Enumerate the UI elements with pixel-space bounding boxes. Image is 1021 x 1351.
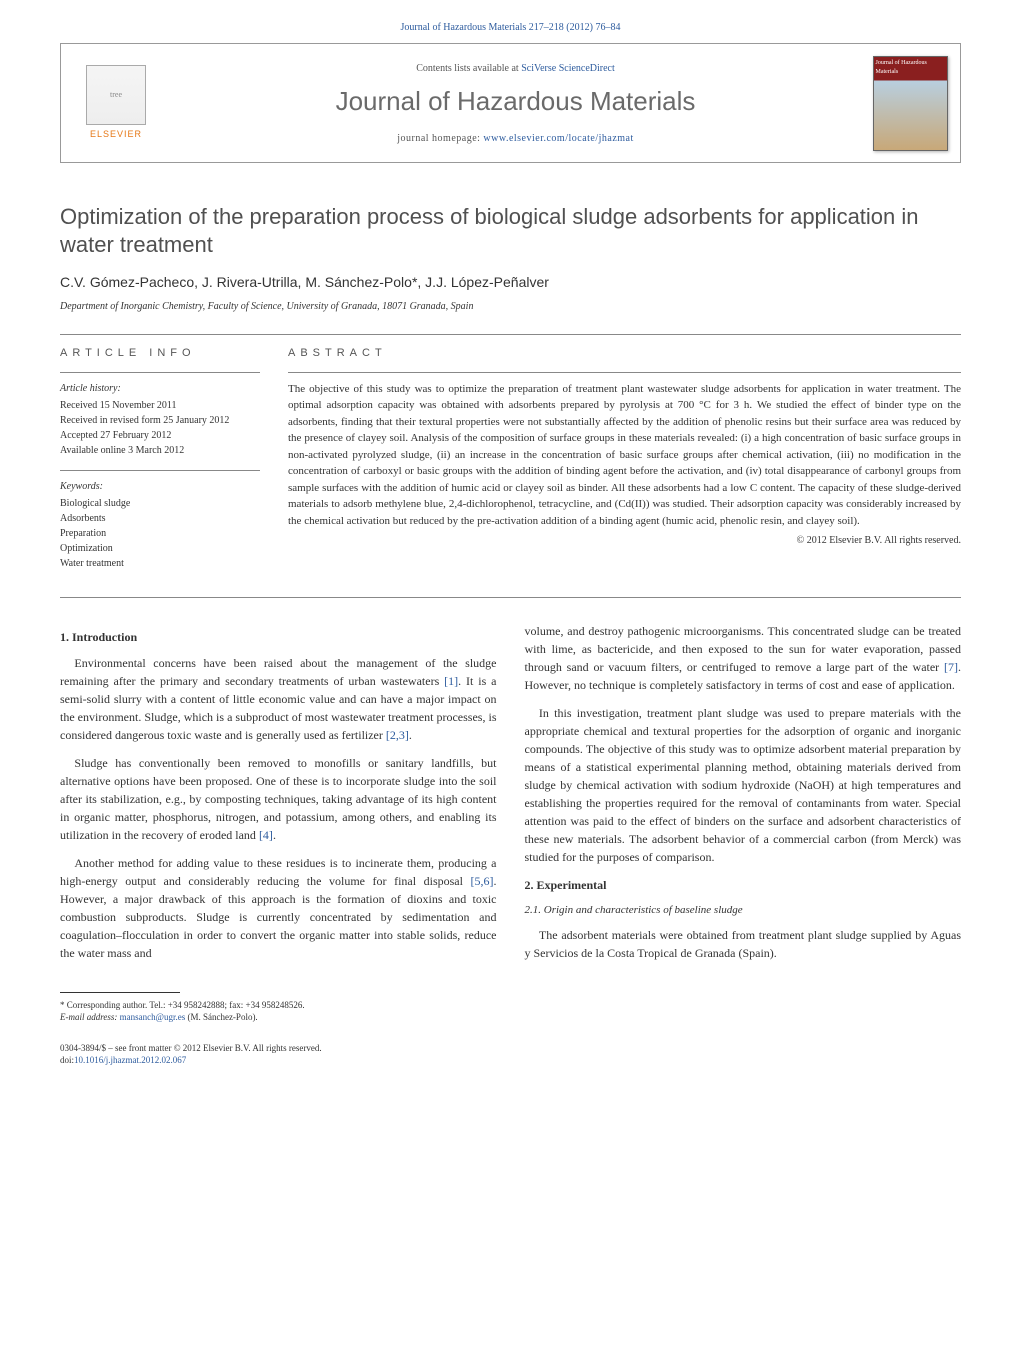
subsection-heading-2-1: 2.1. Origin and characteristics of basel… (525, 902, 962, 919)
info-divider-2 (60, 470, 260, 471)
footnote-email-tail: (M. Sánchez-Polo). (185, 1012, 257, 1022)
col2-paragraph-2: In this investigation, treatment plant s… (525, 704, 962, 866)
elsevier-tree-icon: tree (86, 65, 146, 125)
ref-link-1[interactable]: [1] (444, 674, 458, 688)
keyword: Adsorbents (60, 511, 260, 526)
doi-link[interactable]: 10.1016/j.jhazmat.2012.02.067 (74, 1055, 186, 1065)
intro-paragraph-1: Environmental concerns have been raised … (60, 654, 497, 744)
journal-header-box: tree ELSEVIER Contents lists available a… (60, 43, 961, 163)
section-heading-intro: 1. Introduction (60, 628, 497, 646)
intro-paragraph-2: Sludge has conventionally been removed t… (60, 754, 497, 844)
footnote-email-link[interactable]: mansanch@ugr.es (120, 1012, 186, 1022)
history-online: Available online 3 March 2012 (60, 443, 260, 458)
authors-line: C.V. Gómez-Pacheco, J. Rivera-Utrilla, M… (60, 272, 961, 293)
journal-citation-link[interactable]: Journal of Hazardous Materials 217–218 (… (401, 22, 621, 33)
experimental-paragraph-1: The adsorbent materials were obtained fr… (525, 926, 962, 962)
affiliation: Department of Inorganic Chemistry, Facul… (60, 299, 961, 314)
journal-cover-area: Journal of Hazardous Materials (860, 44, 960, 162)
elsevier-logo[interactable]: tree ELSEVIER (76, 58, 156, 148)
sciencedirect-link[interactable]: SciVerse ScienceDirect (521, 63, 615, 74)
doi-prefix: doi: (60, 1055, 74, 1065)
c2p1a: volume, and destroy pathogenic microorga… (525, 624, 962, 674)
p3a: Another method for adding value to these… (60, 856, 497, 888)
keywords-head: Keywords: (60, 479, 260, 494)
homepage-prefix: journal homepage: (397, 133, 483, 144)
keyword: Water treatment (60, 556, 260, 571)
info-abstract-row: ARTICLE INFO Article history: Received 1… (60, 345, 961, 583)
exp-p1: The adsorbent materials were obtained fr… (525, 928, 962, 960)
journal-title: Journal of Hazardous Materials (336, 82, 696, 121)
article-info-label: ARTICLE INFO (60, 345, 260, 362)
homepage-line: journal homepage: www.elsevier.com/locat… (397, 131, 634, 146)
homepage-link[interactable]: www.elsevier.com/locate/jhazmat (483, 133, 633, 144)
doi-block: 0304-3894/$ – see front matter © 2012 El… (60, 1042, 497, 1067)
ref-link-23[interactable]: [2,3] (386, 728, 409, 742)
col2-paragraph-1: volume, and destroy pathogenic microorga… (525, 622, 962, 694)
publisher-logo-area: tree ELSEVIER (61, 44, 171, 162)
body-column-left: 1. Introduction Environmental concerns h… (60, 622, 497, 1067)
footnote-corresponding: Corresponding author. Tel.: +34 95824288… (67, 1000, 305, 1010)
abstract-copyright: © 2012 Elsevier B.V. All rights reserved… (288, 533, 961, 548)
ref-link-4[interactable]: [4] (259, 828, 273, 842)
elsevier-label: ELSEVIER (90, 128, 142, 142)
article-title: Optimization of the preparation process … (60, 203, 961, 258)
intro-paragraph-3: Another method for adding value to these… (60, 854, 497, 962)
keywords-block: Keywords: Biological sludge Adsorbents P… (60, 479, 260, 571)
journal-header-center: Contents lists available at SciVerse Sci… (171, 44, 860, 162)
abstract-column: ABSTRACT The objective of this study was… (288, 345, 961, 583)
body-columns: 1. Introduction Environmental concerns h… (60, 622, 961, 1067)
doi-line-1: 0304-3894/$ – see front matter © 2012 El… (60, 1042, 497, 1055)
divider-body (60, 597, 961, 598)
history-received: Received 15 November 2011 (60, 398, 260, 413)
footnote-separator (60, 992, 180, 993)
history-head: Article history: (60, 381, 260, 396)
keyword: Biological sludge (60, 496, 260, 511)
abstract-text: The objective of this study was to optim… (288, 381, 961, 530)
authors-tail: , J.J. López-Peñalver (417, 274, 549, 290)
history-accepted: Accepted 27 February 2012 (60, 428, 260, 443)
contents-prefix: Contents lists available at (416, 63, 521, 74)
keyword: Preparation (60, 526, 260, 541)
abstract-label: ABSTRACT (288, 345, 961, 362)
ref-link-7[interactable]: [7] (944, 660, 958, 674)
p1c: . (409, 728, 412, 742)
article-history-block: Article history: Received 15 November 20… (60, 381, 260, 458)
divider-top (60, 334, 961, 335)
footnote-email-label: E-mail address: (60, 1012, 120, 1022)
abstract-divider (288, 372, 961, 373)
ref-link-56[interactable]: [5,6] (471, 874, 494, 888)
p2a: Sludge has conventionally been removed t… (60, 756, 497, 842)
journal-citation: Journal of Hazardous Materials 217–218 (… (60, 20, 961, 35)
body-column-right: volume, and destroy pathogenic microorga… (525, 622, 962, 1067)
doi-line-2: doi:10.1016/j.jhazmat.2012.02.067 (60, 1054, 497, 1067)
p1a: Environmental concerns have been raised … (60, 656, 497, 688)
history-revised: Received in revised form 25 January 2012 (60, 413, 260, 428)
journal-cover-thumbnail[interactable]: Journal of Hazardous Materials (873, 56, 948, 151)
footnote-asterisk-icon: * (60, 1000, 67, 1010)
p2b: . (273, 828, 276, 842)
authors-main: C.V. Gómez-Pacheco, J. Rivera-Utrilla, M… (60, 274, 412, 290)
article-info-column: ARTICLE INFO Article history: Received 1… (60, 345, 260, 583)
info-divider-1 (60, 372, 260, 373)
corresponding-footnote: * Corresponding author. Tel.: +34 958242… (60, 999, 497, 1024)
keyword: Optimization (60, 541, 260, 556)
section-heading-experimental: 2. Experimental (525, 876, 962, 894)
contents-line: Contents lists available at SciVerse Sci… (416, 61, 615, 76)
